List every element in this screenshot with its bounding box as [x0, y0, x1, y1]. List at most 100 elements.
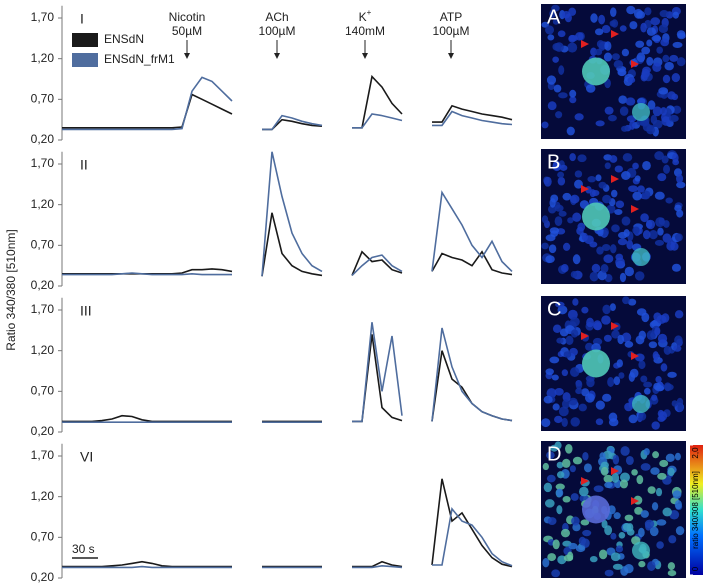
cell [651, 502, 659, 511]
marker-arrow [581, 477, 589, 485]
glia-body [632, 541, 650, 560]
legend-label: ENSdN [104, 32, 144, 46]
legend-swatch [72, 33, 98, 47]
cell [595, 418, 604, 426]
arrow-head [448, 53, 454, 59]
cell [621, 216, 631, 226]
micrograph [541, 149, 686, 284]
cell [674, 335, 683, 346]
cell [662, 233, 672, 243]
cell [578, 536, 586, 546]
y-tick-label: 1,70 [31, 302, 55, 316]
glia-body [632, 395, 650, 413]
cell [672, 41, 683, 48]
y-tick-label: 0,20 [31, 424, 55, 438]
cell [674, 310, 684, 319]
cell [647, 561, 656, 571]
cell [660, 363, 668, 372]
cell [652, 351, 659, 361]
cell [623, 229, 630, 237]
cell [628, 185, 638, 192]
cell [668, 535, 677, 544]
cell [668, 114, 679, 123]
cell [650, 17, 661, 26]
cell [567, 551, 574, 561]
cell [660, 38, 670, 47]
cell [562, 496, 571, 503]
cell [585, 375, 595, 382]
cell [634, 506, 643, 515]
cell [542, 558, 550, 568]
cell [620, 472, 630, 483]
cell [647, 100, 656, 110]
cell [671, 73, 681, 83]
arrow-head [184, 53, 190, 59]
cell [611, 53, 620, 61]
cell [667, 371, 677, 378]
trace [62, 322, 513, 423]
cell [589, 189, 596, 198]
cell [618, 95, 628, 104]
cell [661, 155, 669, 164]
cell [549, 356, 560, 364]
cell [655, 217, 665, 228]
y-tick-label: 0,70 [31, 92, 55, 106]
cell [543, 176, 552, 187]
cell [546, 388, 557, 399]
cell [641, 68, 650, 78]
cell [642, 230, 651, 240]
cell [676, 57, 686, 67]
cell [569, 194, 580, 204]
cell [621, 171, 631, 180]
cell [643, 448, 650, 456]
cell [669, 54, 679, 62]
cell [552, 539, 560, 550]
cell [642, 122, 652, 132]
cell [571, 516, 580, 526]
cell [574, 170, 583, 178]
cell [638, 527, 645, 538]
cell [625, 97, 636, 106]
cell [645, 219, 656, 230]
cell [570, 493, 579, 501]
cell [613, 512, 621, 520]
cell [624, 563, 634, 574]
cell [599, 452, 606, 460]
cell [557, 171, 565, 178]
stimulus-dose: 100µM [433, 24, 470, 38]
cell [626, 5, 636, 15]
cell [560, 528, 571, 538]
marker-arrow [631, 497, 639, 505]
y-tick-label: 0,70 [31, 530, 55, 544]
stimulus-name: Nicotin [169, 10, 206, 24]
cell [638, 360, 646, 370]
cell [553, 84, 562, 93]
cell [541, 121, 549, 129]
cell [624, 514, 634, 522]
cell [651, 421, 660, 430]
cell [614, 165, 623, 173]
y-tick-label: 0,20 [31, 278, 55, 292]
cell [555, 301, 565, 308]
cell [572, 298, 579, 306]
cell [611, 473, 620, 483]
cell [674, 452, 681, 461]
cell [629, 368, 639, 378]
cell [549, 198, 556, 208]
cell [556, 461, 564, 469]
cell [657, 173, 667, 182]
cell [620, 446, 630, 456]
cell [557, 305, 568, 315]
cell [595, 174, 602, 182]
cell [556, 471, 565, 479]
cell [546, 474, 556, 483]
cell [545, 234, 556, 242]
cell [654, 385, 665, 392]
cell [624, 341, 634, 348]
cell [652, 451, 660, 459]
cell [575, 388, 583, 395]
cell [622, 522, 632, 531]
cell [547, 553, 557, 562]
stimulus-dose: 100µM [259, 24, 296, 38]
cell [595, 120, 605, 127]
